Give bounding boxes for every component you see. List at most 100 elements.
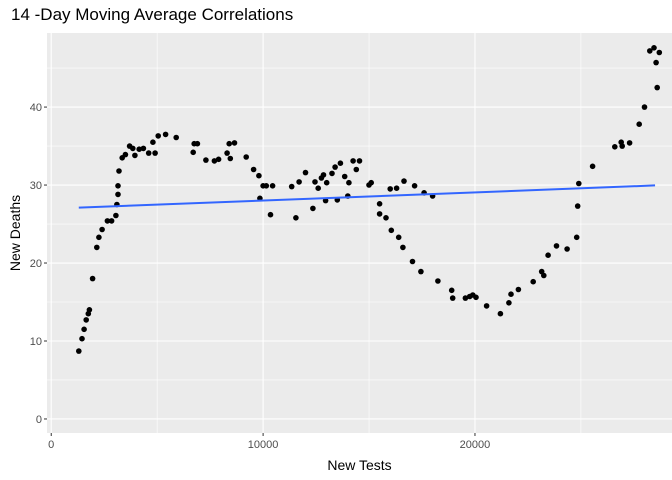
data-point bbox=[435, 278, 441, 284]
y-tick-label: 20 bbox=[30, 258, 42, 270]
y-tick-label: 0 bbox=[36, 414, 42, 426]
data-point bbox=[211, 158, 218, 164]
data-point bbox=[320, 172, 327, 178]
data-point bbox=[576, 180, 582, 187]
data-point bbox=[130, 145, 136, 152]
data-point bbox=[108, 218, 115, 224]
x-tick-label: 20000 bbox=[460, 439, 491, 451]
data-point bbox=[226, 140, 232, 147]
data-point bbox=[393, 185, 400, 191]
data-point bbox=[296, 179, 302, 185]
data-point bbox=[653, 59, 659, 66]
chart-title: 14 -Day Moving Average Correlations bbox=[11, 5, 294, 24]
data-point bbox=[400, 244, 406, 251]
data-point bbox=[315, 185, 322, 191]
data-point bbox=[329, 170, 335, 177]
y-tick-label: 10 bbox=[30, 336, 42, 348]
data-point bbox=[94, 244, 100, 251]
data-point bbox=[612, 144, 618, 150]
data-point bbox=[312, 179, 318, 185]
data-point bbox=[250, 166, 257, 173]
data-point bbox=[256, 172, 262, 179]
data-point bbox=[641, 104, 648, 110]
data-point bbox=[86, 307, 93, 313]
data-point bbox=[483, 303, 490, 309]
data-point bbox=[651, 45, 657, 51]
data-point bbox=[152, 150, 158, 156]
data-point bbox=[418, 268, 424, 275]
data-point bbox=[353, 166, 360, 173]
data-point bbox=[81, 326, 87, 333]
trend-line bbox=[78, 184, 656, 209]
data-point bbox=[473, 294, 479, 301]
y-axis-ticks: 0 10 20 30 40 bbox=[30, 102, 47, 426]
data-point bbox=[288, 183, 295, 190]
data-points bbox=[76, 45, 663, 354]
data-point bbox=[383, 215, 389, 221]
grid-major bbox=[47, 33, 672, 433]
data-point bbox=[79, 335, 85, 342]
data-point bbox=[589, 163, 596, 170]
data-point bbox=[376, 211, 383, 217]
plot-panel bbox=[47, 33, 672, 433]
data-point bbox=[449, 295, 456, 301]
data-point bbox=[350, 158, 356, 164]
data-point bbox=[346, 179, 352, 186]
data-point bbox=[132, 152, 138, 159]
data-point bbox=[302, 169, 309, 176]
data-point bbox=[83, 317, 89, 323]
data-point bbox=[310, 205, 316, 212]
data-point bbox=[515, 286, 522, 293]
x-tick-label: 10000 bbox=[248, 439, 279, 451]
data-point bbox=[574, 203, 581, 209]
data-point bbox=[243, 154, 249, 160]
data-point bbox=[368, 179, 375, 186]
data-point bbox=[341, 173, 348, 180]
data-point bbox=[113, 212, 119, 219]
data-point bbox=[215, 156, 222, 163]
data-point bbox=[269, 183, 276, 189]
data-point bbox=[293, 215, 299, 221]
x-tick-label: 0 bbox=[48, 439, 54, 451]
data-point bbox=[96, 234, 102, 241]
data-point bbox=[553, 243, 560, 249]
data-point bbox=[145, 150, 152, 156]
data-point bbox=[203, 157, 209, 163]
data-point bbox=[541, 272, 547, 279]
data-point bbox=[136, 146, 142, 152]
data-point bbox=[654, 84, 660, 91]
data-point bbox=[115, 183, 121, 189]
data-point bbox=[155, 133, 161, 139]
data-point bbox=[140, 145, 147, 152]
data-point bbox=[619, 143, 625, 149]
data-point bbox=[656, 49, 663, 56]
data-point bbox=[173, 134, 179, 141]
y-axis-title: New Deaths bbox=[7, 195, 23, 271]
data-point bbox=[122, 151, 129, 158]
data-point bbox=[322, 197, 329, 204]
data-point bbox=[636, 121, 642, 127]
data-point bbox=[395, 234, 402, 241]
data-point bbox=[194, 140, 201, 147]
data-point bbox=[190, 149, 196, 156]
data-point bbox=[626, 140, 633, 146]
data-point bbox=[530, 278, 536, 285]
data-point bbox=[387, 186, 394, 192]
data-point bbox=[545, 252, 551, 258]
data-point bbox=[388, 227, 395, 234]
data-point bbox=[162, 131, 169, 138]
data-point bbox=[116, 168, 122, 174]
x-axis-title: New Tests bbox=[327, 457, 391, 473]
data-point bbox=[332, 164, 338, 170]
data-point bbox=[227, 155, 234, 162]
data-point bbox=[323, 179, 330, 186]
y-tick-label: 40 bbox=[30, 102, 42, 114]
data-point bbox=[647, 48, 653, 54]
data-point bbox=[76, 348, 82, 354]
data-point bbox=[337, 160, 344, 166]
y-tick-label: 30 bbox=[30, 180, 42, 192]
x-axis-ticks: 0100002000030000 bbox=[48, 433, 672, 451]
data-point bbox=[564, 246, 570, 252]
data-point bbox=[356, 158, 363, 164]
